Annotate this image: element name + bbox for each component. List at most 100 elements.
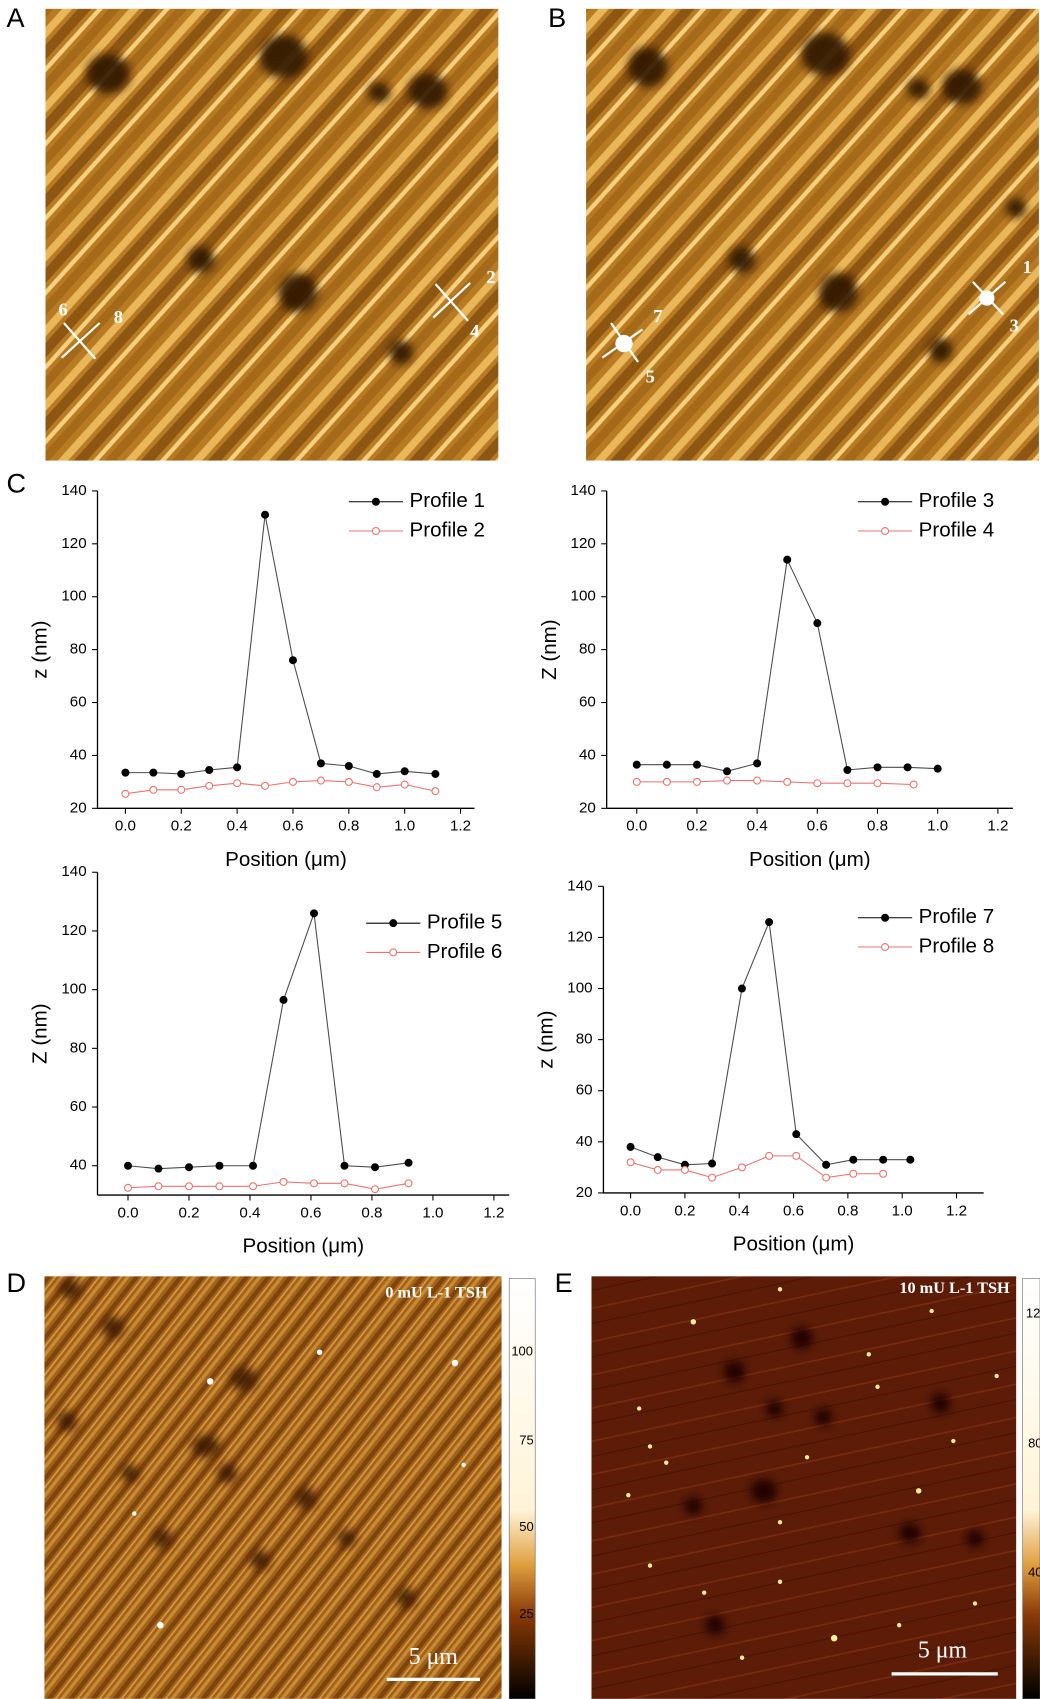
y-tick-label: 120 xyxy=(567,928,592,945)
legend-marker xyxy=(881,497,890,506)
data-point xyxy=(400,767,409,776)
particle xyxy=(615,334,633,353)
panel-label: A xyxy=(6,2,25,33)
x-tick-label: 0.0 xyxy=(626,818,647,835)
data-point xyxy=(906,1155,915,1164)
data-point xyxy=(822,1173,831,1182)
scale-bar-label: 5 μm xyxy=(409,1644,459,1670)
data-point xyxy=(205,781,214,790)
x-tick-label: 0.0 xyxy=(115,818,136,835)
data-point xyxy=(215,1182,224,1191)
x-tick-label: 1.2 xyxy=(483,1205,504,1222)
profile-mark: 8 xyxy=(114,307,123,327)
x-tick-label: 0.8 xyxy=(361,1205,382,1222)
profile-mark: 1 xyxy=(1023,257,1032,277)
data-point xyxy=(249,1161,258,1170)
x-tick-label: 1.2 xyxy=(946,1202,967,1219)
data-point xyxy=(177,785,186,794)
legend-label: Profile 8 xyxy=(919,934,995,957)
series-line xyxy=(636,557,938,772)
y-tick-label: 60 xyxy=(70,694,87,711)
x-tick-label: 0.6 xyxy=(300,1205,321,1222)
y-tick-label: 20 xyxy=(70,799,87,816)
data-point xyxy=(632,760,641,769)
colorbar-tick: 100 xyxy=(511,1344,533,1359)
y-tick-label: 40 xyxy=(579,746,596,763)
colorbar-tick: 75 xyxy=(519,1432,533,1447)
cross-marks xyxy=(61,282,471,360)
y-tick-label: 100 xyxy=(571,588,596,605)
data-point xyxy=(723,776,732,785)
data-point xyxy=(154,1182,163,1191)
data-point xyxy=(233,763,242,772)
data-point xyxy=(431,787,440,796)
data-point xyxy=(370,1163,380,1172)
y-axis-label: Z (nm) xyxy=(538,619,561,680)
x-tick-label: 1.0 xyxy=(927,818,948,835)
data-point xyxy=(215,1161,224,1170)
profile-mark: 4 xyxy=(470,321,479,341)
data-point xyxy=(372,769,381,778)
particles xyxy=(626,1287,999,1660)
data-point xyxy=(121,789,130,798)
legend-marker xyxy=(881,913,890,922)
data-point xyxy=(249,1182,258,1191)
data-point xyxy=(708,1173,717,1182)
data-point xyxy=(370,1185,380,1194)
series-line xyxy=(636,780,914,786)
y-tick-label: 60 xyxy=(576,1082,593,1099)
data-point xyxy=(653,1153,662,1162)
x-tick-label: 0.6 xyxy=(282,818,303,835)
legend-marker xyxy=(881,942,890,952)
data-point xyxy=(813,619,822,628)
data-point xyxy=(933,764,942,773)
afm-image xyxy=(44,1276,502,1699)
x-tick-label: 0.8 xyxy=(338,818,359,835)
data-point xyxy=(121,768,130,777)
x-tick-label: 0.4 xyxy=(729,1202,750,1219)
x-tick-label: 1.0 xyxy=(422,1205,443,1222)
profile-mark: 2 xyxy=(486,267,495,287)
data-point xyxy=(737,1163,746,1172)
data-point xyxy=(149,785,158,794)
legend-label: Profile 1 xyxy=(409,489,484,512)
data-point xyxy=(400,780,409,789)
y-tick-label: 140 xyxy=(567,877,592,894)
data-point xyxy=(873,763,882,772)
legend-label: Profile 4 xyxy=(919,518,995,541)
data-point xyxy=(708,1159,717,1168)
y-tick-label: 120 xyxy=(61,922,86,939)
x-axis-label: Position (μm) xyxy=(733,1232,855,1255)
data-point xyxy=(154,1164,163,1173)
x-tick-label: 0.2 xyxy=(674,1202,695,1219)
data-point xyxy=(316,776,325,785)
y-tick-label: 100 xyxy=(567,980,592,997)
y-tick-label: 120 xyxy=(571,535,596,552)
y-tick-label: 20 xyxy=(576,1184,593,1201)
data-point xyxy=(344,777,353,786)
x-tick-label: 0.2 xyxy=(178,1205,199,1222)
x-tick-label: 0.2 xyxy=(171,818,192,835)
pits xyxy=(684,1327,984,1635)
legend-marker xyxy=(371,526,380,536)
data-point xyxy=(653,1165,662,1174)
x-tick-label: 0.0 xyxy=(117,1205,138,1222)
y-axis-label: Z (nm) xyxy=(29,1003,52,1064)
scale-bar-label: 5 μm xyxy=(918,1638,968,1664)
y-tick-label: 120 xyxy=(61,535,86,552)
series-line xyxy=(125,514,436,775)
x-tick-label: 0.2 xyxy=(686,818,707,835)
data-point xyxy=(765,1151,774,1160)
data-point xyxy=(261,510,270,519)
data-point xyxy=(765,918,774,927)
series-line xyxy=(630,919,911,1166)
y-tick-label: 140 xyxy=(61,863,86,880)
image-caption: 0 mU L-1 TSH xyxy=(385,1283,488,1301)
data-point xyxy=(662,777,671,786)
x-axis-label: Position (μm) xyxy=(749,848,871,871)
panel-label: E xyxy=(555,1267,573,1298)
data-point xyxy=(813,779,822,788)
y-tick-label: 60 xyxy=(70,1098,87,1115)
series-line xyxy=(127,1181,409,1190)
